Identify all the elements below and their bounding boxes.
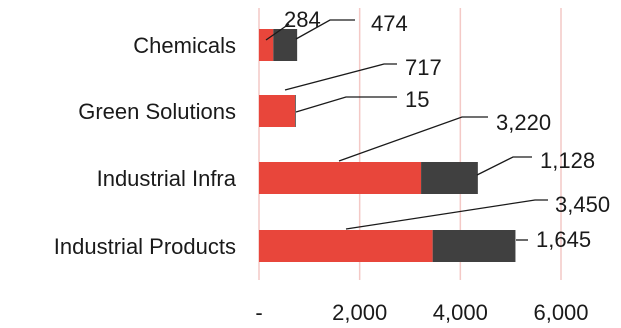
leader-line-green-solutions-segment-1	[284, 63, 397, 91]
leader-line-industrial-products-segment-1	[345, 199, 548, 230]
data-label-industrial-infra-segment-1: 3,220	[496, 110, 551, 135]
x-axis-tick-labels: - 2,000 4,000 6,000	[255, 300, 588, 325]
bar-industrial-infra-segment-2	[421, 162, 478, 194]
data-label-green-solutions-segment-1: 717	[405, 55, 442, 80]
x-tick-label: -	[255, 300, 262, 325]
category-label-industrial-infra: Industrial Infra	[97, 166, 237, 191]
data-labels: 284 474 717 15 3,220 1,128 3,450 1,645	[284, 7, 610, 252]
data-label-industrial-products-segment-1: 3,450	[555, 192, 610, 217]
data-label-industrial-infra-segment-2: 1,128	[540, 148, 595, 173]
leader-line-chemicals-segment-1	[265, 23, 290, 41]
data-label-chemicals-segment-2: 474	[371, 11, 408, 36]
data-label-green-solutions-segment-2: 15	[405, 87, 429, 112]
bar-industrial-products-segment-2	[432, 230, 516, 262]
bar-industrial-products-segment-1	[259, 230, 433, 262]
category-labels: Chemicals Green Solutions Industrial Infra…	[54, 33, 237, 259]
leader-line-industrial-infra-segment-2	[476, 156, 532, 176]
leader-line-industrial-infra-segment-1	[338, 116, 488, 162]
data-label-chemicals-segment-1: 284	[284, 7, 321, 32]
x-tick-label: 4,000	[433, 300, 488, 325]
bar-green-solutions-segment-1	[259, 95, 296, 127]
category-label-green-solutions: Green Solutions	[78, 99, 236, 124]
bar-chemicals-segment-1	[259, 29, 274, 61]
label-leader-lines	[265, 19, 548, 241]
leader-line-chemicals-segment-2	[295, 19, 355, 40]
data-label-industrial-products-segment-2: 1,645	[536, 227, 591, 252]
x-tick-label: 2,000	[332, 300, 387, 325]
category-label-chemicals: Chemicals	[133, 33, 236, 58]
bars	[259, 29, 516, 262]
leader-line-green-solutions-segment-2	[295, 96, 397, 113]
bar-green-solutions-segment-2	[295, 95, 296, 127]
x-tick-label: 6,000	[533, 300, 588, 325]
bar-chemicals-segment-2	[273, 29, 298, 61]
category-label-industrial-products: Industrial Products	[54, 234, 236, 259]
bar-industrial-infra-segment-1	[259, 162, 422, 194]
